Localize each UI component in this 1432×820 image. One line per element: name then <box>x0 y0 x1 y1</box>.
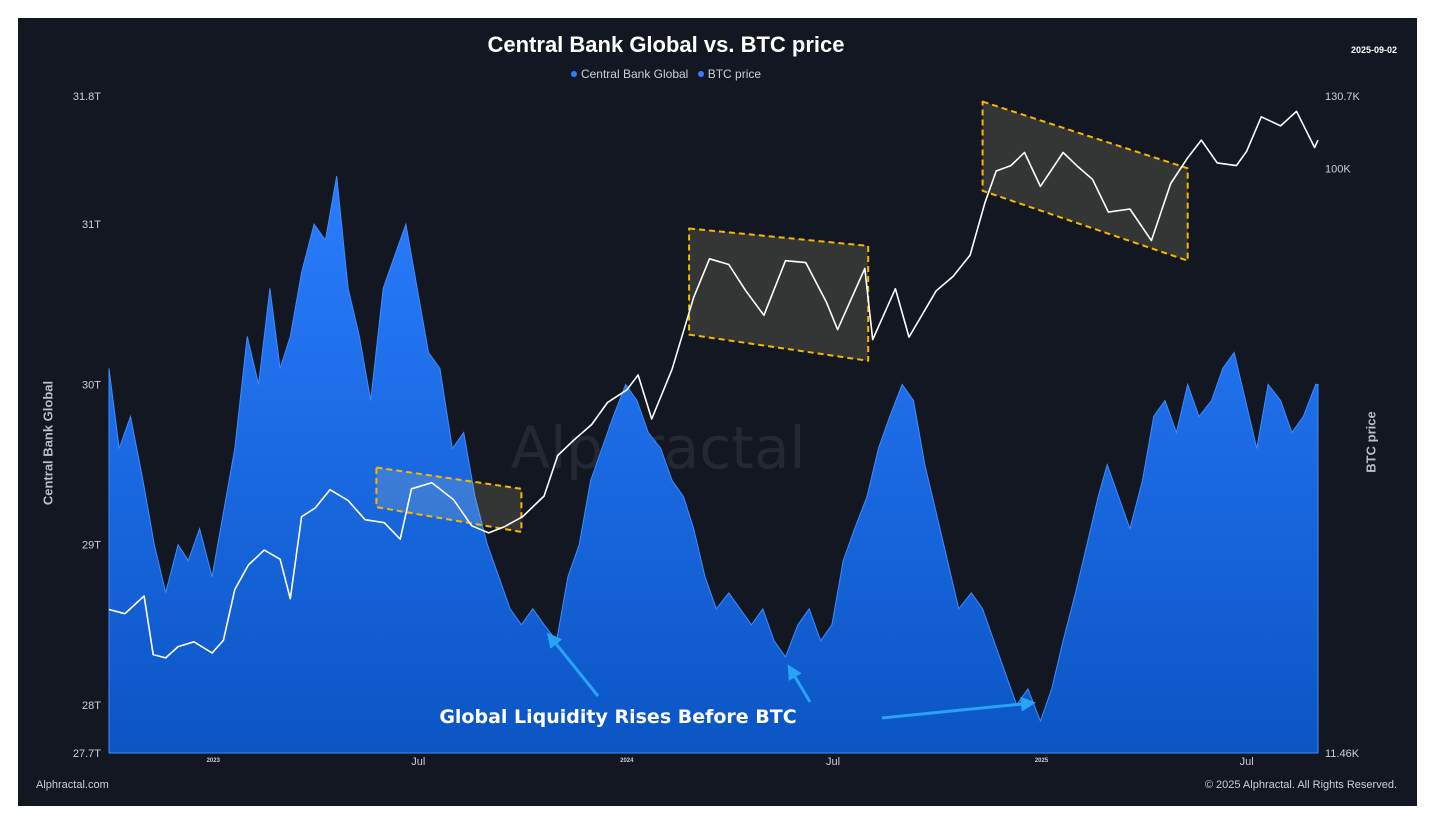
highlight-box-2 <box>688 227 870 362</box>
y-left-tick-label: 30T <box>82 379 101 391</box>
legend-item-btc-price[interactable]: BTC price <box>697 67 762 81</box>
x-tick-label: Jul <box>411 756 425 768</box>
highlight-box-3 <box>981 100 1189 262</box>
annotation-arrow-2 <box>787 664 812 703</box>
y-left-tick-label: 29T <box>82 540 101 552</box>
annotation-arrow-1 <box>546 632 600 697</box>
legend-item-central-bank[interactable]: Central Bank Global <box>570 67 689 81</box>
y-right-tick-label: 130.7K <box>1325 91 1361 103</box>
copyright-label: © 2025 Alphractal. All Rights Reserved. <box>1204 779 1397 791</box>
series-area-central-bank-global <box>108 176 1319 754</box>
x-tick-label: 2024 <box>620 758 634 764</box>
highlight-box-1 <box>375 466 523 533</box>
annotation-arrow-3 <box>881 696 1036 720</box>
legend-label: Central Bank Global <box>580 67 689 81</box>
legend-dot-icon <box>570 70 577 77</box>
x-tick-label: Jul <box>826 756 840 768</box>
x-tick-label: 2025 <box>1035 758 1049 764</box>
y-right-tick-label: 100K <box>1325 163 1351 175</box>
chart-panel: Central Bank Global vs. BTC price 2025-0… <box>18 18 1417 806</box>
legend-label: BTC price <box>707 67 762 81</box>
y-left-min-label: 27.7T <box>73 748 101 760</box>
y-right-min-label: 11.46K <box>1325 748 1360 760</box>
source-label: Alphractal.com <box>36 779 109 791</box>
series-line-btc-price <box>108 110 1319 659</box>
chart-plot: Alphractal28T29T30T31T31.8T27.7T100K130.… <box>73 91 1361 768</box>
x-tick-label: Jul <box>1240 756 1254 768</box>
y-left-tick-label: 28T <box>82 700 101 712</box>
chart-date-label: 2025-09-02 <box>1350 45 1397 55</box>
y-left-tick-label: 31.8T <box>73 91 101 103</box>
legend-dot-icon <box>697 70 704 77</box>
y-left-tick-label: 31T <box>82 219 101 231</box>
annotation-label: Global Liquidity Rises Before BTC <box>439 706 796 728</box>
chart-title: Central Bank Global vs. BTC price <box>487 32 845 57</box>
x-tick-label: 2023 <box>207 758 221 764</box>
chart-legend: Central Bank Global BTC price <box>18 67 1314 81</box>
